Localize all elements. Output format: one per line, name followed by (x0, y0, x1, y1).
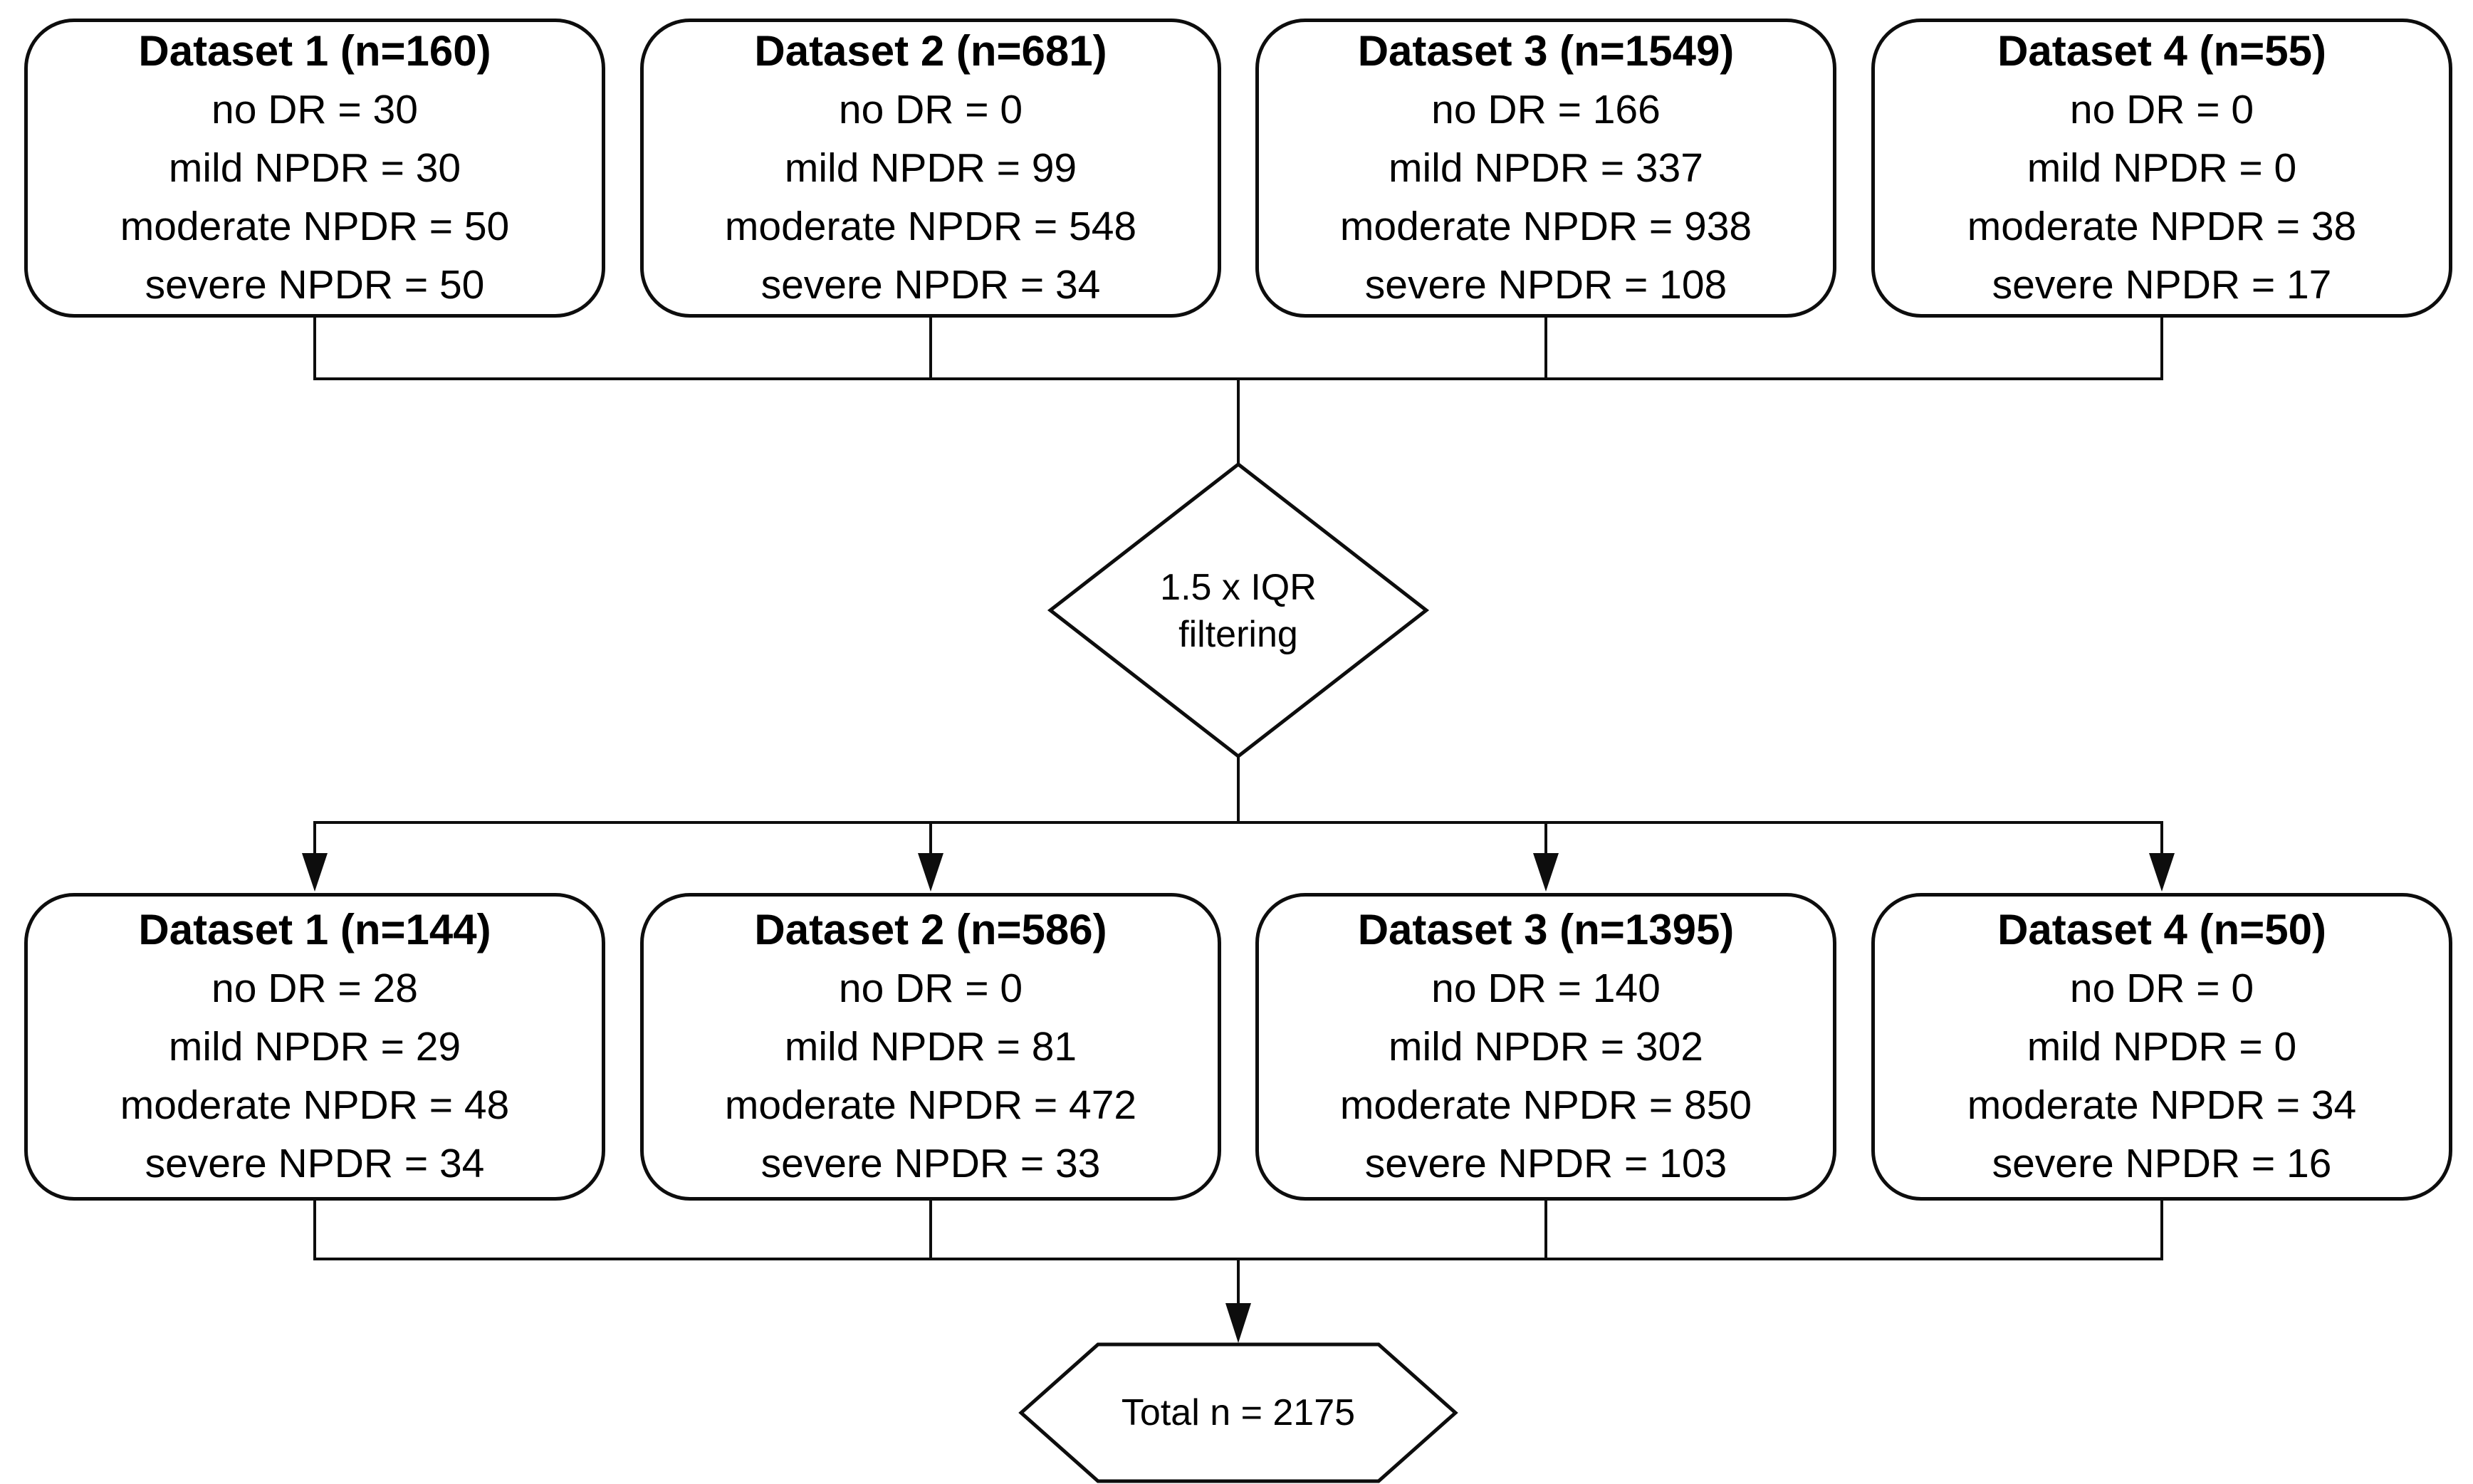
box-row: severe NPDR = 34 (760, 262, 1101, 308)
box-row: severe NPDR = 103 (1364, 1141, 1727, 1186)
box-row: no DR = 140 (1431, 966, 1661, 1011)
pre-filter-box-dataset-2: Dataset 2 (n=681) no DR = 0 mild NPDR = … (640, 19, 1221, 318)
filter-step-label: 1.5 x IQR filtering (1060, 543, 1416, 679)
post-filter-box-dataset-2: Dataset 2 (n=586) no DR = 0 mild NPDR = … (640, 893, 1221, 1201)
arrow-down-icon (918, 853, 943, 892)
box-title: Dataset 2 (n=681) (754, 27, 1107, 75)
box-row: mild NPDR = 0 (2027, 1024, 2297, 1070)
pre-filter-box-dataset-3: Dataset 3 (n=1549) no DR = 166 mild NPDR… (1255, 19, 1836, 318)
box-title: Dataset 2 (n=586) (754, 906, 1107, 953)
box-row: no DR = 0 (838, 87, 1023, 132)
post-filter-box-dataset-1: Dataset 1 (n=144) no DR = 28 mild NPDR =… (24, 893, 605, 1201)
split-arrow-stems (313, 822, 2163, 858)
box-row: moderate NPDR = 38 (1967, 204, 2357, 249)
box-row: no DR = 0 (838, 966, 1023, 1011)
pre-filter-box-dataset-4: Dataset 4 (n=55) no DR = 0 mild NPDR = 0… (1871, 19, 2452, 318)
arrow-down-icon (1225, 1303, 1251, 1343)
box-row: moderate NPDR = 48 (120, 1082, 510, 1128)
box-title: Dataset 4 (n=50) (1997, 906, 2326, 953)
box-row: mild NPDR = 99 (784, 145, 1077, 191)
box-row: moderate NPDR = 472 (724, 1082, 1137, 1128)
box-row: moderate NPDR = 850 (1339, 1082, 1752, 1128)
box-row: moderate NPDR = 50 (120, 204, 510, 249)
box-row: severe NPDR = 33 (760, 1141, 1101, 1186)
box-row: mild NPDR = 302 (1389, 1024, 1703, 1070)
box-row: mild NPDR = 30 (168, 145, 461, 191)
box-row: moderate NPDR = 938 (1339, 204, 1752, 249)
post-row-connector-stems (313, 1201, 2163, 1259)
pre-filter-box-dataset-1: Dataset 1 (n=160) no DR = 30 mild NPDR =… (24, 19, 605, 318)
arrow-down-icon (2149, 853, 2175, 892)
box-row: no DR = 0 (2069, 87, 2254, 132)
arrow-down-icon (1533, 853, 1559, 892)
box-title: Dataset 3 (n=1395) (1357, 906, 1735, 953)
total-hexagon-shape (1018, 1342, 1458, 1483)
box-row: severe NPDR = 16 (1992, 1141, 2332, 1186)
box-row: severe NPDR = 50 (145, 262, 485, 308)
box-title: Dataset 1 (n=160) (138, 27, 491, 75)
box-row: mild NPDR = 337 (1389, 145, 1703, 191)
box-row: mild NPDR = 29 (168, 1024, 461, 1070)
post-filter-box-dataset-3: Dataset 3 (n=1395) no DR = 140 mild NPDR… (1255, 893, 1836, 1201)
filter-step-line1: 1.5 x IQR (1160, 567, 1317, 608)
box-row: mild NPDR = 0 (2027, 145, 2297, 191)
box-row: severe NPDR = 108 (1364, 262, 1727, 308)
box-row: moderate NPDR = 548 (724, 204, 1137, 249)
post-filter-box-dataset-4: Dataset 4 (n=50) no DR = 0 mild NPDR = 0… (1871, 893, 2452, 1201)
box-title: Dataset 3 (n=1549) (1357, 27, 1735, 75)
box-row: no DR = 30 (211, 87, 418, 132)
box-title: Dataset 1 (n=144) (138, 906, 491, 953)
pre-row-connector-stems (313, 318, 2163, 379)
box-row: no DR = 0 (2069, 966, 2254, 1011)
box-row: severe NPDR = 17 (1992, 262, 2332, 308)
box-row: no DR = 166 (1431, 87, 1661, 132)
total-label: Total n = 2175 (1121, 1392, 1356, 1433)
arrow-down-icon (302, 853, 328, 892)
box-row: mild NPDR = 81 (784, 1024, 1077, 1070)
box-row: severe NPDR = 34 (145, 1141, 485, 1186)
box-title: Dataset 4 (n=55) (1997, 27, 2326, 75)
filter-step-line2: filtering (1178, 614, 1298, 655)
box-row: moderate NPDR = 34 (1967, 1082, 2357, 1128)
box-row: no DR = 28 (211, 966, 418, 1011)
